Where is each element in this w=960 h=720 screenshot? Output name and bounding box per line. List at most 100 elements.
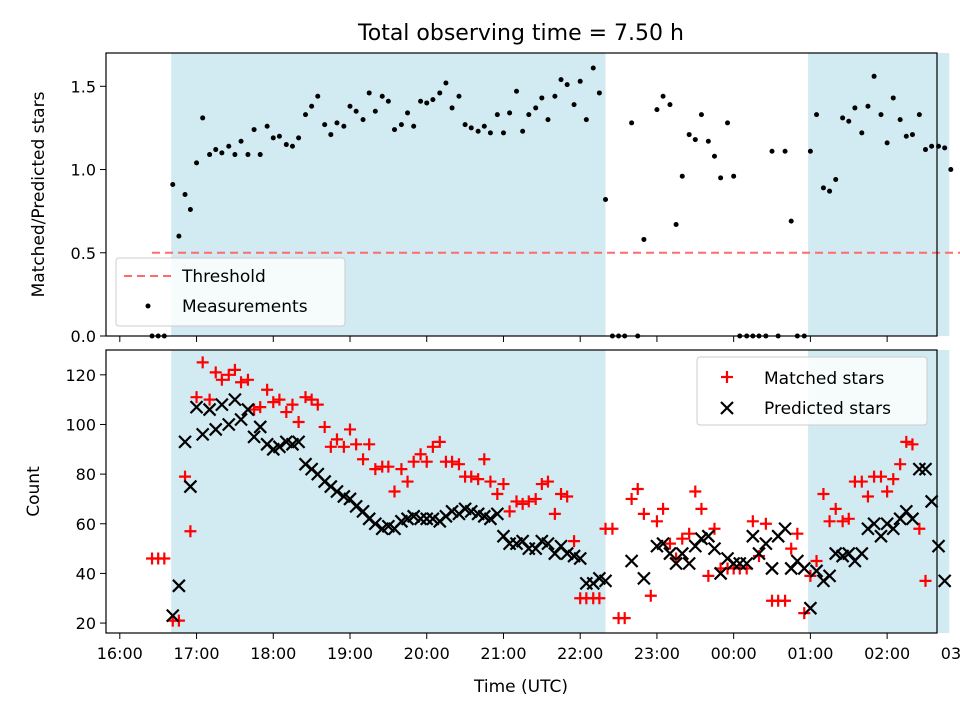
matched-star-point — [702, 569, 715, 582]
measurement-point — [182, 192, 188, 197]
matched-star-point — [337, 440, 350, 453]
predicted-star-point — [490, 507, 505, 521]
measurement-point — [903, 133, 909, 139]
matched-star-point — [407, 455, 420, 468]
measurement-point — [884, 140, 890, 146]
observing-interval — [171, 350, 606, 633]
matched-star-point — [465, 470, 478, 483]
predicted-star-point — [195, 427, 210, 442]
matched-star-point — [625, 492, 638, 505]
predicted-star-point — [746, 529, 760, 543]
measurement-point — [782, 148, 788, 154]
matched-star-point — [344, 423, 357, 436]
predicted-star-point — [419, 512, 434, 526]
predicted-star-point — [867, 516, 881, 531]
predicted-star-point — [713, 566, 728, 581]
measurement-point — [494, 112, 500, 118]
y-tick-label: 0.5 — [71, 244, 96, 263]
predicted-star-point — [803, 601, 818, 615]
count-axes-frame — [105, 349, 938, 634]
measurement-point — [398, 122, 404, 128]
predicted-star-point — [368, 516, 383, 531]
measurement-point — [942, 145, 948, 151]
predicted-star-point — [541, 536, 555, 551]
matched-star-point — [395, 463, 408, 476]
measurement-point — [353, 108, 359, 114]
measurement-point — [698, 112, 704, 118]
y-tick-label: 60 — [76, 515, 96, 534]
matched-star-point — [452, 458, 465, 471]
matched-star-point — [363, 438, 376, 451]
measurement-point — [583, 117, 589, 123]
matched-star-point — [324, 440, 337, 453]
matched-star-point — [433, 435, 446, 448]
matched-star-point — [446, 455, 459, 468]
matched-star-point — [779, 594, 792, 607]
matched-star-point — [663, 537, 676, 550]
x-axis-label: Time (UTC) — [473, 677, 568, 697]
measurement-point — [437, 90, 443, 96]
predicted-star-point — [701, 529, 716, 543]
predicted-star-point — [202, 402, 217, 417]
legend-measurements-swatch — [145, 303, 151, 309]
measurement-point — [379, 93, 385, 99]
measurement-point — [289, 143, 295, 149]
matched-star-point — [184, 525, 197, 538]
matched-star-point — [330, 433, 343, 446]
matched-star-point — [478, 453, 491, 466]
predicted-star-point — [241, 402, 255, 417]
matched-star-point — [248, 403, 261, 416]
measurement-point — [590, 65, 596, 71]
measurement-point — [667, 102, 673, 108]
measurement-point — [814, 112, 820, 118]
predicted-star-point — [183, 479, 198, 494]
measurement-point — [820, 185, 826, 191]
predicted-star-point — [726, 556, 741, 571]
matched-star-point — [548, 507, 561, 520]
measurement-point — [679, 173, 685, 179]
y-tick-label: 40 — [76, 564, 96, 583]
x-tick-label: 03:00 — [941, 644, 960, 663]
measurement-point — [545, 117, 551, 123]
predicted-star-point — [413, 512, 428, 526]
predicted-star-point — [208, 422, 223, 437]
matched-star-point — [752, 550, 765, 563]
measurement-point — [322, 122, 328, 128]
predicted-star-point — [886, 521, 901, 536]
measurement-point — [629, 120, 635, 126]
predicted-star-point — [215, 397, 229, 412]
predicted-star-point — [624, 554, 639, 568]
x-tick-label: 20:00 — [404, 644, 450, 663]
measurement-point — [520, 128, 526, 134]
measurement-point — [334, 120, 340, 126]
matched-star-point — [261, 383, 274, 396]
predicted-star-point — [228, 392, 242, 407]
measurement-point — [238, 138, 244, 144]
predicted-star-point — [573, 551, 587, 566]
matched-star-point — [618, 612, 631, 625]
measurement-point — [603, 196, 609, 202]
x-tick-label: 18:00 — [250, 644, 296, 663]
predicted-star-point — [931, 539, 946, 553]
matched-star-point — [695, 502, 708, 515]
measurement-point — [909, 132, 915, 138]
measurement-point — [226, 143, 232, 149]
matched-star-point — [631, 483, 644, 496]
matched-star-point — [541, 475, 554, 488]
count-panel: 16:00 17:00 18:00 19:00 20:00 21:00 22:00 23:00… — [24, 350, 960, 697]
matched-star-point — [861, 490, 874, 503]
measurement-point — [309, 103, 315, 109]
measurement-point — [385, 98, 391, 104]
measurement-point — [232, 152, 238, 158]
measurement-point — [711, 153, 717, 159]
matched-star-point — [472, 473, 485, 486]
measurement-point — [366, 90, 372, 96]
matched-star-point — [555, 487, 568, 500]
measurement-point — [219, 150, 225, 156]
measurement-point — [392, 127, 398, 133]
measurement-point — [692, 137, 698, 143]
matched-star-point — [676, 532, 689, 545]
matched-star-point — [280, 406, 293, 419]
x-tick-label: 23:00 — [634, 644, 680, 663]
ratio-legend: Threshold Measurements — [115, 257, 346, 327]
